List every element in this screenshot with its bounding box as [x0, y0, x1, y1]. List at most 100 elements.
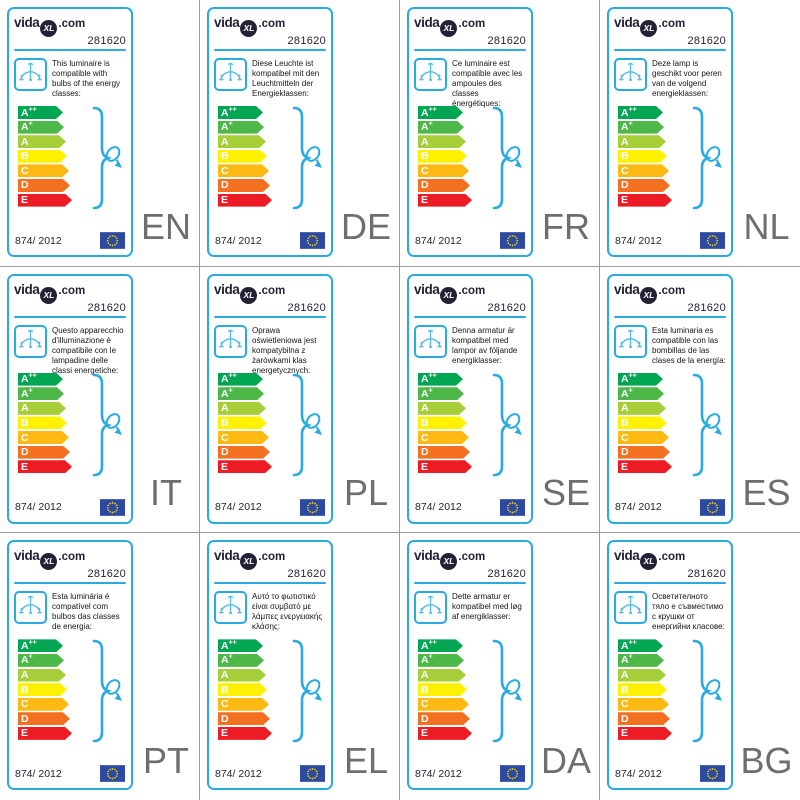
logo-text-com: .com — [458, 284, 486, 297]
energy-class-arrow: E — [18, 194, 72, 207]
label-cell: vida XL .com 281620 — [0, 0, 200, 267]
energy-class-letter: C — [621, 698, 629, 711]
label-cell: vida XL .com 281620 — [400, 0, 600, 267]
product-number: 281620 — [287, 568, 326, 581]
energy-class-arrow: A+ — [618, 121, 664, 134]
energy-class-letter: D — [21, 712, 29, 725]
eu-flag-icon — [500, 498, 525, 516]
energy-scale: A++ A+ A B C D E — [218, 106, 330, 212]
energy-class-letter: A — [621, 135, 629, 148]
energy-class-letter: C — [621, 431, 629, 444]
energy-class-arrow: E — [418, 460, 472, 473]
energy-class-letter: E — [421, 460, 429, 473]
energy-class-letter: A+ — [421, 120, 433, 134]
compatibility-text: This luminaire is compatible with bulbs … — [52, 59, 121, 98]
chandelier-icon-box — [614, 324, 647, 358]
language-code: FR — [542, 205, 590, 247]
logo-text-vida: vida — [14, 548, 40, 564]
energy-class-arrow: D — [418, 712, 470, 725]
energy-class-letter: C — [221, 164, 229, 177]
bulb-range-icon — [292, 106, 322, 210]
header-divider — [14, 582, 126, 585]
energy-class-letter: A+ — [621, 387, 633, 400]
energy-class-arrow: A+ — [218, 654, 264, 667]
energy-class-arrow: E — [618, 194, 672, 207]
compatibility-text: Dette armatur er kompatibel med løg af e… — [452, 592, 522, 622]
bulb-range-icon — [492, 640, 522, 743]
label-cell: vida XL .com 281620 — [400, 266, 600, 534]
logo-text-vida: vida — [214, 15, 240, 30]
energy-class-letter: A — [21, 402, 29, 415]
product-number: 281620 — [487, 568, 526, 581]
chandelier-icon — [619, 329, 642, 348]
eu-flag-icon — [300, 232, 325, 249]
energy-class-letter: A — [621, 669, 629, 682]
regulation-number: 874/ 2012 — [215, 234, 262, 247]
label-cell: vida XL .com 281620 — [200, 0, 400, 267]
energy-class-arrow: A+ — [18, 121, 64, 134]
logo-xl-badge: XL — [240, 286, 258, 304]
vidaxl-logo: vida XL .com — [14, 281, 126, 304]
energy-label-card: vida XL .com 281620 — [607, 7, 733, 257]
language-code: PT — [142, 739, 189, 781]
energy-class-arrow: B — [618, 683, 667, 696]
vidaxl-logo: vida XL .com — [214, 14, 326, 37]
energy-class-letter: B — [621, 150, 629, 163]
energy-scale: A++ A+ A B C D E — [618, 106, 730, 212]
language-code: BG — [740, 739, 793, 781]
energy-class-arrow: E — [618, 727, 672, 740]
energy-class-arrow: A+ — [18, 654, 64, 667]
energy-class-letter: B — [621, 683, 629, 696]
energy-class-arrow: B — [218, 150, 267, 163]
energy-class-arrow: A++ — [418, 373, 463, 386]
energy-class-arrow: A++ — [618, 373, 663, 386]
energy-class-letter: A++ — [221, 639, 237, 652]
product-number: 281620 — [287, 35, 326, 47]
energy-class-letter: B — [421, 150, 429, 163]
energy-class-letter: A++ — [421, 372, 437, 386]
language-code: DA — [540, 739, 591, 781]
vidaxl-logo: vida XL .com — [414, 281, 526, 304]
energy-class-arrow: C — [618, 698, 669, 711]
energy-class-arrow: E — [218, 727, 272, 740]
product-number: 281620 — [87, 301, 126, 314]
energy-class-arrow: A+ — [418, 654, 464, 667]
energy-class-arrow: C — [418, 164, 469, 177]
energy-class-arrow: D — [218, 712, 270, 725]
energy-class-letter: A++ — [621, 106, 637, 119]
logo-text-vida: vida — [614, 15, 640, 30]
energy-class-letter: C — [21, 698, 29, 711]
vidaxl-logo: vida XL .com — [414, 14, 526, 37]
bulb-range-icon — [692, 373, 722, 476]
logo-text-com: .com — [258, 551, 286, 564]
energy-class-arrow: A++ — [18, 639, 63, 652]
energy-scale: A++ A+ A B C D E — [18, 106, 130, 212]
label-cell: vida XL .com 281620 — [600, 266, 800, 534]
logo-text-com: .com — [458, 551, 486, 564]
energy-class-letter: A++ — [21, 106, 37, 119]
energy-class-arrow: C — [218, 698, 269, 711]
bulb-range-icon — [92, 106, 122, 210]
vidaxl-logo: vida XL .com — [214, 547, 326, 571]
energy-class-arrow: C — [18, 698, 69, 711]
energy-class-arrow: D — [18, 446, 70, 459]
energy-label-card: vida XL .com 281620 — [207, 273, 333, 524]
energy-arrow-list: A++ A+ A B C D E — [18, 639, 130, 740]
vidaxl-logo: vida XL .com — [414, 547, 526, 571]
header-divider — [614, 49, 726, 51]
label-cell: vida XL .com 281620 — [0, 533, 200, 800]
energy-class-arrow: A++ — [18, 373, 63, 386]
energy-arrow-list: A++ A+ A B C D E — [618, 106, 730, 207]
energy-class-arrow: E — [418, 194, 472, 207]
energy-class-arrow: A+ — [218, 121, 264, 134]
energy-class-arrow: A — [418, 669, 466, 682]
eu-flag-icon — [700, 232, 725, 249]
energy-class-letter: E — [421, 194, 429, 207]
regulation-number: 874/ 2012 — [615, 767, 662, 780]
energy-class-letter: B — [21, 416, 29, 429]
energy-arrow-list: A++ A+ A B C D E — [218, 373, 330, 474]
energy-class-arrow: C — [218, 164, 269, 177]
energy-class-letter: A+ — [421, 387, 433, 400]
product-number: 281620 — [487, 301, 526, 314]
energy-class-letter: C — [621, 164, 629, 177]
